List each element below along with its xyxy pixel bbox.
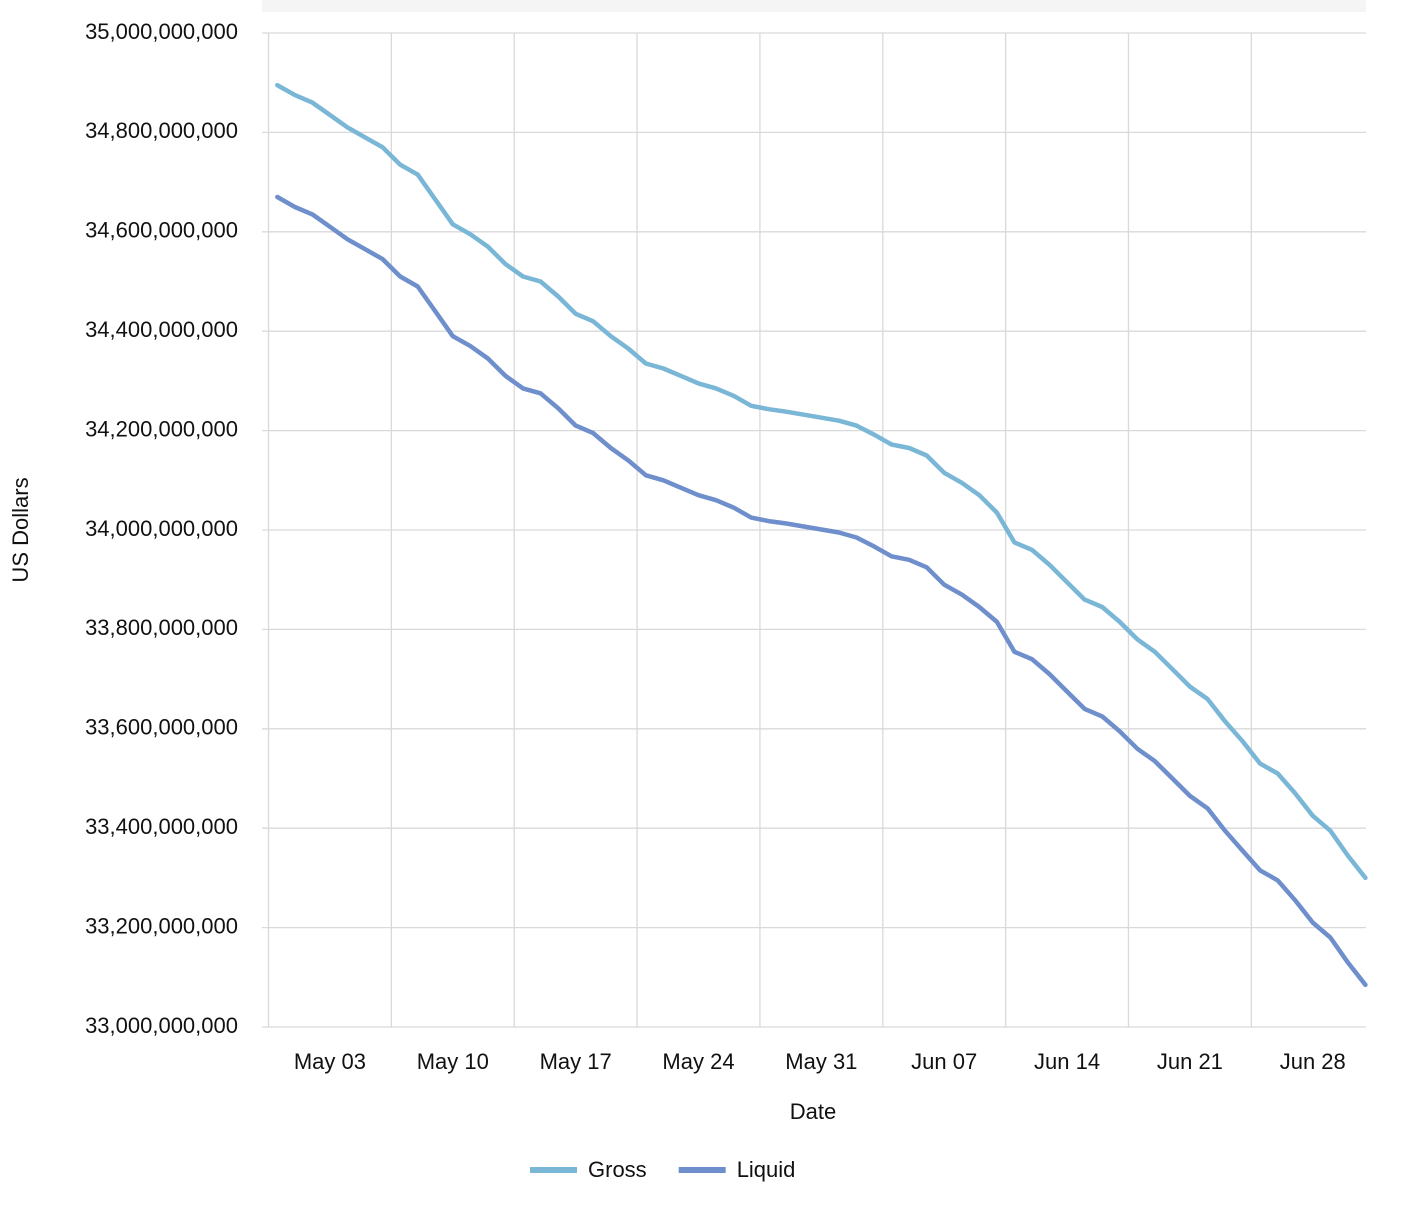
- y-tick-label: 33,200,000,000: [85, 913, 238, 938]
- lines: [275, 82, 1368, 988]
- y-tick-label: 34,000,000,000: [85, 516, 238, 541]
- x-tick-label: Jun 28: [1280, 1049, 1346, 1074]
- y-tick-label: 34,800,000,000: [85, 118, 238, 143]
- x-tick-label: May 31: [785, 1049, 857, 1074]
- y-tick-label: 34,600,000,000: [85, 218, 238, 243]
- y-axis-label: US Dollars: [8, 477, 33, 582]
- top-bar: [262, 0, 1366, 12]
- y-tick-label: 35,000,000,000: [85, 19, 238, 44]
- x-tick-label: May 17: [540, 1049, 612, 1074]
- x-tick-label: May 03: [294, 1049, 366, 1074]
- x-tick-label: Jun 21: [1157, 1049, 1223, 1074]
- grid: 33,000,000,000 33,200,000,000 33,400,000,0…: [85, 19, 1366, 1074]
- legend-label: Gross: [588, 1157, 647, 1182]
- x-tick-label: Jun 14: [1034, 1049, 1100, 1074]
- y-tick-label: 33,600,000,000: [85, 715, 238, 740]
- y-tick-label: 33,800,000,000: [85, 615, 238, 640]
- series-line: [275, 194, 1368, 988]
- y-tick-label: 33,400,000,000: [85, 814, 238, 839]
- y-tick-label: 34,400,000,000: [85, 317, 238, 342]
- y-tick-label: 34,200,000,000: [85, 416, 238, 441]
- x-axis-label: Date: [790, 1099, 836, 1124]
- legend-label: Liquid: [737, 1157, 796, 1182]
- y-tick-label: 33,000,000,000: [85, 1013, 238, 1038]
- legend: Gross Liquid: [530, 1157, 795, 1182]
- x-tick-label: Jun 07: [911, 1049, 977, 1074]
- x-tick-label: May 24: [662, 1049, 734, 1074]
- series-line: [275, 82, 1368, 881]
- x-tick-label: May 10: [417, 1049, 489, 1074]
